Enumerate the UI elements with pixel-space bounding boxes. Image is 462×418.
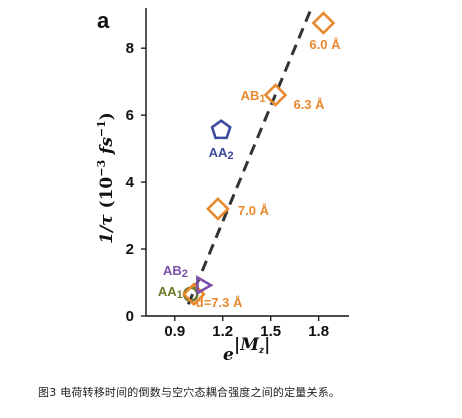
axis-ticks: 0.9 1.2 1.5 1.8 0 2 4 6 8 [126,40,329,340]
distance-label: 7.0 Å [238,203,270,218]
x-tick-label: 1.2 [212,323,233,340]
svg-text:e: e [223,345,234,365]
x-tick-label: 0.9 [164,323,185,340]
y-tick-label: 2 [126,241,134,258]
point-label: AB2 [163,263,188,280]
triangle-marker [196,275,214,296]
y-tick-label: 0 [126,308,134,325]
figure-caption: 图3 电荷转移时间的倒数与空穴态耦合强度之间的定量关系。 [38,386,341,399]
diamond-marker [311,11,336,35]
x-tick-label: 1.8 [308,323,329,340]
data-markers [182,11,336,307]
svg-text:1/τ (10−3 fs−1): 1/τ (10−3 fs−1) [95,112,117,244]
y-tick-label: 8 [126,40,134,57]
point-label: AB1 [241,88,266,105]
distance-label: d=7.3 Å [196,295,243,310]
y-axis-label: 1/τ (10−3 fs−1) [95,112,117,244]
point-label: AA1 [158,284,183,301]
point-labels: AA1 d=7.3 Å AB2 7.0 Å AA2 AB1 6.3 Å 6.0 Å [158,37,341,310]
diamond-marker [263,83,288,107]
panel-letter: a [97,8,110,33]
diamond-marker [206,197,230,221]
x-tick-label: 1.5 [260,323,281,340]
y-tick-label: 6 [126,107,134,124]
distance-label: 6.3 Å [293,97,325,112]
fit-line-layer [186,7,313,305]
point-label: AA2 [209,145,234,162]
y-tick-label: 4 [126,174,135,191]
plot-area [145,8,349,317]
fit-line [186,7,313,305]
pentagon-marker [210,119,232,140]
distance-label: 6.0 Å [309,37,341,52]
